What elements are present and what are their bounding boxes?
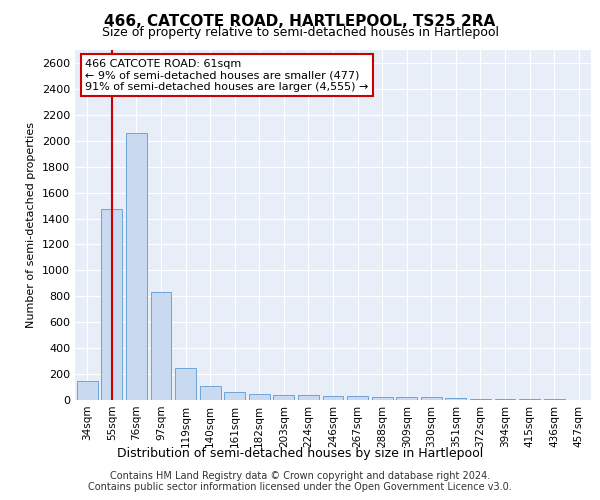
Bar bbox=[396, 397, 417, 400]
Bar bbox=[323, 396, 343, 400]
Bar bbox=[200, 386, 221, 400]
Bar bbox=[421, 398, 442, 400]
Text: Contains public sector information licensed under the Open Government Licence v3: Contains public sector information licen… bbox=[88, 482, 512, 492]
Bar bbox=[175, 368, 196, 400]
Bar bbox=[371, 397, 392, 400]
Bar bbox=[224, 392, 245, 400]
Bar bbox=[445, 398, 466, 400]
Text: Distribution of semi-detached houses by size in Hartlepool: Distribution of semi-detached houses by … bbox=[117, 448, 483, 460]
Bar bbox=[101, 210, 122, 400]
Bar bbox=[347, 396, 368, 400]
Bar bbox=[249, 394, 270, 400]
Bar bbox=[274, 396, 295, 400]
Bar bbox=[126, 133, 147, 400]
Bar bbox=[77, 380, 98, 400]
Text: 466, CATCOTE ROAD, HARTLEPOOL, TS25 2RA: 466, CATCOTE ROAD, HARTLEPOOL, TS25 2RA bbox=[104, 14, 496, 29]
Bar bbox=[298, 396, 319, 400]
Text: Contains HM Land Registry data © Crown copyright and database right 2024.: Contains HM Land Registry data © Crown c… bbox=[110, 471, 490, 481]
Text: 466 CATCOTE ROAD: 61sqm
← 9% of semi-detached houses are smaller (477)
91% of se: 466 CATCOTE ROAD: 61sqm ← 9% of semi-det… bbox=[85, 59, 368, 92]
Text: Size of property relative to semi-detached houses in Hartlepool: Size of property relative to semi-detach… bbox=[101, 26, 499, 39]
Bar bbox=[470, 398, 491, 400]
Y-axis label: Number of semi-detached properties: Number of semi-detached properties bbox=[26, 122, 37, 328]
Bar bbox=[494, 399, 515, 400]
Bar bbox=[151, 292, 172, 400]
